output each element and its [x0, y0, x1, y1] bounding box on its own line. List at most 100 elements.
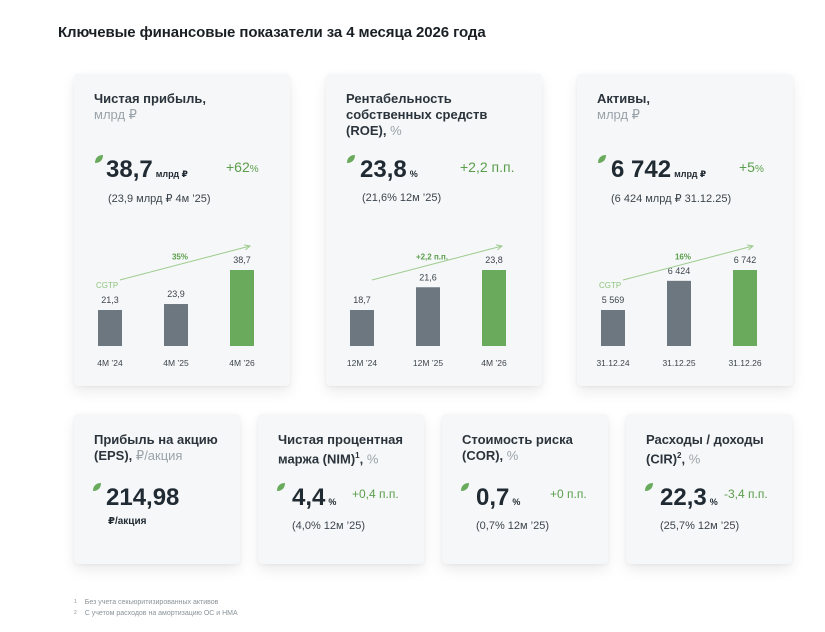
card-title: Расходы / доходы (CIR)2, %	[646, 432, 764, 467]
bar-value-label: 21,6	[419, 272, 437, 282]
assets-prev: (6 424 млрд ₽ 31.12.25)	[611, 193, 732, 205]
leaf-icon	[598, 155, 606, 163]
cor-card: Стоимость риска (COR), % 0,7% +0 п.п. (0…	[442, 414, 608, 564]
growth-label: 35%	[172, 252, 188, 261]
assets-value: 6 742 млрд ₽	[611, 156, 706, 184]
value-number: 6 742	[611, 156, 672, 183]
card-title-unit: %	[390, 123, 402, 138]
card-title-unit: %	[366, 451, 379, 467]
card-title-text: Активы,	[597, 91, 650, 106]
card-title-line-1: Прибыль на акцию	[94, 432, 218, 447]
assets-card: Активы, млрд ₽ 6 742 млрд ₽ +5% (6 424 мл…	[577, 74, 793, 386]
roe-prev: (21,6% 12м ’25)	[362, 192, 442, 204]
leaf-icon	[461, 483, 469, 491]
growth-arrow-line	[119, 245, 251, 281]
delta-suffix: %	[754, 164, 764, 175]
nim-card: Чистая процентная маржа (NIM)1, % 4,4% +…	[258, 414, 424, 564]
value-number: 0,7	[476, 484, 510, 511]
net-profit-delta: +62%	[226, 159, 259, 175]
x-tick-label: 31.12.25	[662, 358, 695, 368]
cir-value: 22,3%	[660, 484, 718, 512]
bar-value-label: 21,3	[101, 295, 119, 305]
footnote-mark: 2	[74, 610, 77, 616]
eps-unit: ₽/акция	[108, 516, 147, 527]
cor-delta: +0 п.п.	[550, 487, 587, 501]
delta-number: +5	[739, 159, 755, 175]
value-number: 22,3	[660, 484, 707, 511]
x-tick-label: 4М ’26	[481, 358, 507, 368]
x-tick-label: 4М ’25	[163, 358, 189, 368]
card-title-line-1: Рентабельность	[346, 91, 452, 106]
bar-value-label: 18,7	[353, 295, 371, 305]
x-tick-label: 4М ’24	[97, 358, 123, 368]
card-title-line-2: (CIR)	[646, 451, 678, 467]
card-title: Чистая процентная маржа (NIM)1, %	[278, 432, 403, 467]
value-unit: %	[512, 497, 521, 507]
page-title: Ключевые финансовые показатели за 4 меся…	[58, 24, 486, 41]
footnote-mark: 1	[355, 451, 360, 460]
leaf-icon	[347, 155, 355, 163]
eps-value: 214,98	[106, 484, 180, 511]
x-tick-label: 31.12.24	[596, 358, 629, 368]
net-profit-chart: 21,3 4М ’24 23,9 4М ’25 38,7 4М ’26 35% CGTP	[96, 244, 255, 368]
card-title-line-1: Стоимость риска	[462, 432, 573, 447]
value-number: 4,4	[292, 484, 326, 511]
cir-card: Расходы / доходы (CIR)2, % 22,3% -3,4 п.…	[626, 414, 792, 564]
growth-arrow-head	[747, 244, 755, 251]
x-tick-label: 12М ’24	[347, 358, 378, 368]
value-unit: млрд ₽	[674, 169, 707, 179]
footnote-text: С учетом расходов на амортизацию ОС и НМ…	[84, 610, 238, 617]
leaf-icon	[93, 483, 101, 491]
roe-delta: +2,2 п.п.	[460, 159, 514, 175]
assets-chart: 5 569 31.12.24 6 424 31.12.25 6 742 31.12.26 1…	[596, 244, 762, 368]
footnote-2: 2 С учетом расходов на амортизацию ОС и Н…	[74, 608, 238, 619]
cor-value: 0,7%	[476, 484, 520, 512]
growth-label: +2,2 п.п.	[416, 252, 448, 261]
bar	[601, 310, 625, 346]
leaf-icon	[645, 483, 653, 491]
delta-number: +62	[226, 159, 250, 175]
value-unit: %	[328, 497, 337, 507]
roe-card: Рентабельность собственных средств (ROE)…	[326, 74, 542, 386]
card-title: Чистая прибыль, млрд ₽	[94, 91, 206, 123]
bar	[164, 304, 188, 346]
bar	[667, 280, 691, 346]
card-title-line-3: (ROE),	[346, 123, 387, 138]
value-number: 23,8	[360, 156, 407, 183]
bar	[350, 310, 374, 346]
bar-value-label: 5 569	[602, 295, 625, 305]
card-title-text: Чистая прибыль,	[94, 91, 206, 106]
card-title-line-1: Чистая процентная	[278, 432, 403, 447]
bar-value-label: 23,9	[167, 289, 185, 299]
delta-number: +2,2 п.п.	[460, 159, 515, 175]
cir-prev: (25,7% 12м ’25)	[660, 520, 740, 532]
value-unit: %	[409, 169, 418, 179]
x-tick-label: 31.12.26	[728, 358, 761, 368]
card-title-unit: млрд ₽	[94, 107, 137, 122]
growth-arrow-line	[371, 245, 503, 281]
growth-arrow-head	[244, 244, 252, 251]
footnote-text: Без учета секьюритизированных активов	[84, 599, 219, 606]
x-tick-label: 12М ’25	[413, 358, 444, 368]
eps-card: Прибыль на акцию (EPS), ₽/акция 214,98 ₽…	[74, 414, 240, 564]
card-title-line-2: собственных средств	[346, 107, 488, 122]
net-profit-prev: (23,9 млрд ₽ 4м ’25)	[108, 193, 211, 205]
growth-arrow-line	[622, 245, 754, 281]
roe-value: 23,8%	[360, 156, 418, 184]
nim-prev: (4,0% 12м ’25)	[292, 520, 365, 532]
assets-delta: +5%	[739, 159, 764, 175]
card-title-line-2: маржа (NIM)	[278, 451, 356, 467]
net-profit-card: Чистая прибыль, млрд ₽ 38,7 млрд ₽ +62% (…	[74, 74, 290, 386]
card-title: Рентабельность собственных средств (ROE)…	[346, 91, 487, 139]
bar-value-label: 6 742	[734, 255, 757, 265]
bar	[482, 270, 506, 346]
bar	[733, 270, 757, 346]
card-title: Стоимость риска (COR), %	[462, 432, 573, 464]
card-title-unit: %	[506, 448, 519, 463]
cir-delta: -3,4 п.п.	[724, 487, 768, 501]
bar-value-label: 38,7	[233, 255, 251, 265]
leaf-icon	[277, 483, 285, 491]
card-title: Прибыль на акцию (EPS), ₽/акция	[94, 432, 218, 464]
card-title-unit: %	[688, 451, 701, 467]
bar-value-label: 23,8	[485, 255, 503, 265]
